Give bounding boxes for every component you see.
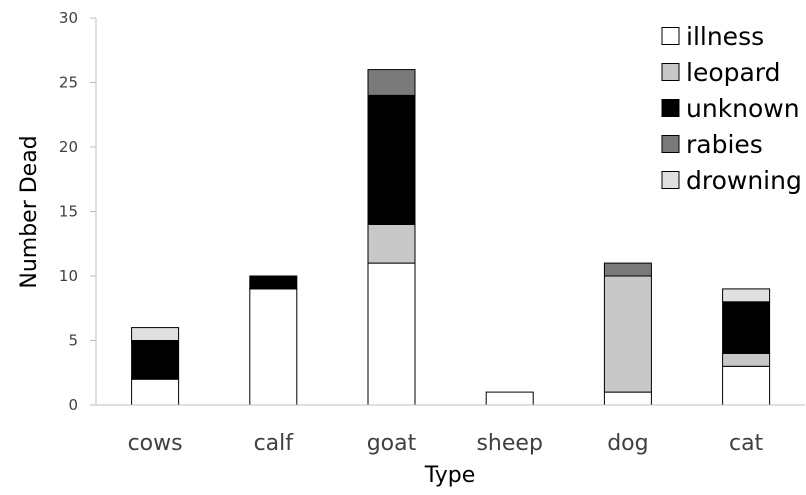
bar-segment bbox=[603, 391, 652, 406]
y-tick-label: 25 bbox=[59, 74, 78, 92]
legend-label: unknown bbox=[686, 94, 800, 123]
bar-segment bbox=[367, 69, 416, 96]
legend-label: illness bbox=[686, 22, 764, 51]
bar-segment bbox=[603, 275, 652, 393]
bar-segment bbox=[367, 94, 416, 225]
bar-segment bbox=[722, 352, 771, 367]
x-tick-label: dog bbox=[607, 431, 648, 456]
y-tick-label: 0 bbox=[68, 396, 78, 414]
legend-swatch bbox=[661, 63, 680, 81]
bar-segment bbox=[131, 340, 180, 380]
legend-swatch bbox=[661, 99, 680, 117]
x-tick-label: cows bbox=[128, 431, 183, 456]
y-tick-label: 30 bbox=[59, 9, 78, 27]
legend: illness leopard unknown rabies drowning bbox=[661, 22, 802, 195]
bar-segment bbox=[249, 275, 298, 290]
bar-segment bbox=[722, 301, 771, 354]
bar-segment bbox=[131, 327, 180, 342]
y-tick-label: 20 bbox=[59, 138, 78, 156]
bar-segment bbox=[603, 262, 652, 277]
bar-segment bbox=[485, 391, 534, 406]
x-tick-label: sheep bbox=[476, 431, 542, 456]
bar-segment bbox=[722, 365, 771, 406]
bar-segment bbox=[131, 378, 180, 406]
legend-swatch bbox=[661, 171, 680, 189]
legend-label: drowning bbox=[686, 166, 802, 195]
x-tick-label: calf bbox=[254, 431, 295, 456]
bars bbox=[131, 69, 771, 406]
x-axis: cows calf goat sheep dog cat bbox=[96, 404, 805, 456]
x-tick-label: goat bbox=[367, 431, 417, 456]
bar-segment bbox=[367, 262, 416, 406]
x-axis-title: Type bbox=[424, 463, 476, 488]
legend-swatch bbox=[661, 27, 680, 45]
legend-swatch bbox=[661, 135, 680, 153]
bar-segment bbox=[722, 288, 771, 303]
y-axis: 0 5 10 15 20 25 30 bbox=[59, 9, 97, 414]
legend-label: leopard bbox=[686, 58, 781, 87]
x-tick-label: cat bbox=[729, 431, 764, 456]
bar-segment bbox=[249, 288, 298, 406]
y-tick-label: 10 bbox=[59, 267, 78, 285]
y-tick-label: 5 bbox=[68, 332, 78, 350]
legend-label: rabies bbox=[686, 130, 763, 159]
bar-segment bbox=[367, 223, 416, 264]
y-axis-title: Number Dead bbox=[17, 135, 42, 288]
y-tick-label: 15 bbox=[59, 203, 78, 221]
